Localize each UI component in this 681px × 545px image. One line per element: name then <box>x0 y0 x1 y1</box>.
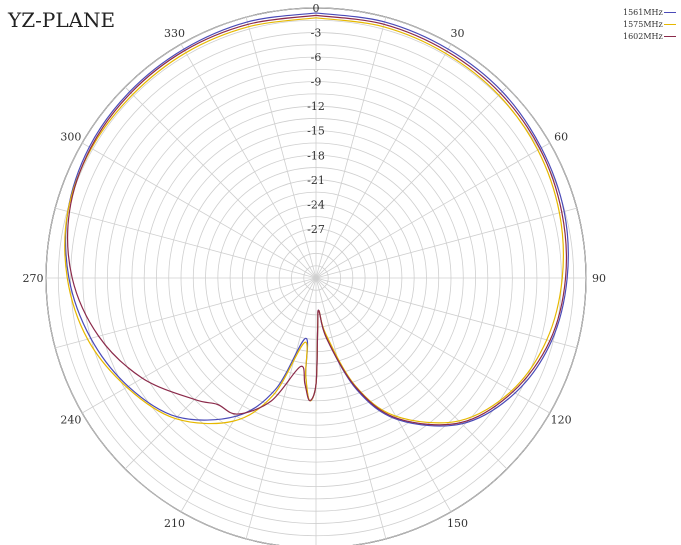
angle-tick-label: 270 <box>23 272 44 285</box>
radial-tick-label: -3 <box>311 27 322 40</box>
grid-spoke <box>315 277 551 414</box>
radial-tick-label: -21 <box>307 174 325 187</box>
grid-spoke <box>180 43 317 279</box>
grid-spoke <box>315 277 452 513</box>
angle-tick-label: 330 <box>164 27 185 40</box>
grid-spoke <box>315 277 387 539</box>
grid-spoke <box>245 17 317 279</box>
angle-tick-label: 300 <box>60 131 81 144</box>
legend-swatch <box>663 35 676 37</box>
radial-tick-label: -9 <box>311 76 322 89</box>
legend-label: 1561MHz <box>623 7 663 17</box>
legend-item-1575: 1575MHz <box>623 18 676 30</box>
angle-tick-label: 60 <box>554 131 568 144</box>
grid-spoke <box>55 207 317 279</box>
legend: 1561MHz 1575MHz 1602MHz <box>623 6 676 42</box>
legend-swatch <box>663 23 676 25</box>
grid-spoke <box>315 207 577 279</box>
grid-spoke <box>81 277 317 414</box>
angle-tick-label: 150 <box>447 517 468 530</box>
grid-spoke <box>315 142 551 279</box>
angle-tick-label: 90 <box>592 272 606 285</box>
angle-tick-label: 0 <box>313 0 320 2</box>
grid-spoke <box>315 277 508 470</box>
grid-spoke <box>81 142 317 279</box>
radial-tick-label: -15 <box>307 125 325 138</box>
angle-tick-label: 120 <box>551 414 572 427</box>
angle-tick-label: 240 <box>60 414 81 427</box>
grid-spoke <box>180 277 317 513</box>
radial-tick-label: 0 <box>313 2 320 15</box>
grid-spoke <box>315 43 452 279</box>
grid-spoke <box>315 86 508 279</box>
series-line-1602MHz <box>67 14 567 426</box>
grid-spoke <box>245 277 317 539</box>
radial-tick-label: -12 <box>307 100 325 113</box>
legend-label: 1602MHz <box>623 31 663 41</box>
radial-tick-label: -27 <box>307 223 325 236</box>
legend-label: 1575MHz <box>623 19 663 29</box>
grid-spoke <box>124 86 317 279</box>
grid-spoke <box>55 277 317 349</box>
grid-spoke <box>315 277 577 349</box>
grid-spoke <box>124 277 317 470</box>
chart-title: YZ-PLANE <box>8 8 116 32</box>
grid-spoke <box>315 17 387 279</box>
legend-swatch <box>663 11 676 13</box>
radial-tick-label: -18 <box>307 149 325 162</box>
angle-tick-label: 30 <box>451 27 465 40</box>
legend-item-1602: 1602MHz <box>623 30 676 42</box>
angle-tick-label: 210 <box>164 517 185 530</box>
legend-item-1561: 1561MHz <box>623 6 676 18</box>
radial-tick-label: -24 <box>307 198 325 211</box>
radial-tick-label: -6 <box>311 51 322 64</box>
